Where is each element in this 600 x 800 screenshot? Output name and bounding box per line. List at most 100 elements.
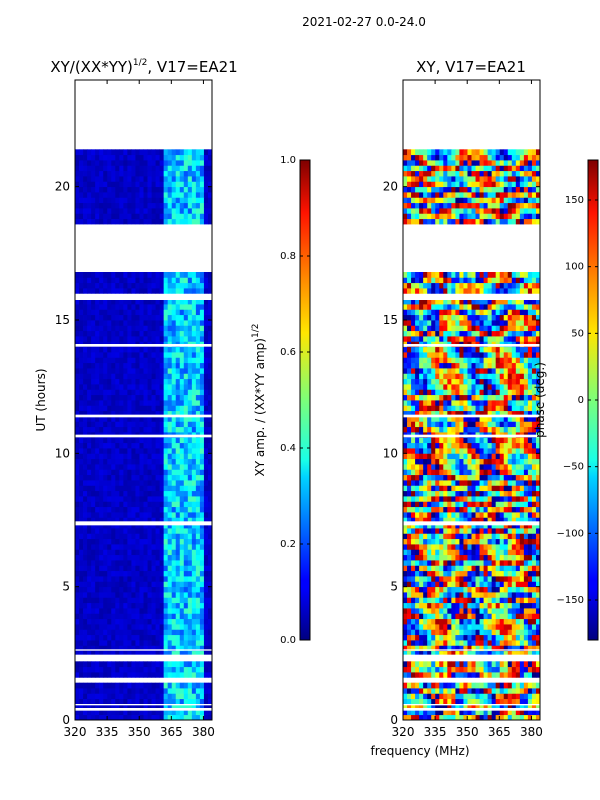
heatmap-cell bbox=[151, 362, 156, 369]
heatmap-cell bbox=[123, 506, 128, 513]
heatmap-cell bbox=[151, 645, 156, 652]
heatmap-cell bbox=[499, 672, 505, 678]
heatmap-cell bbox=[443, 496, 448, 502]
heatmap-cell bbox=[175, 208, 181, 214]
heatmap-cell bbox=[131, 549, 136, 556]
heatmap-cell bbox=[87, 688, 92, 694]
amplitude-colorbar-label: XY amp. / (XX*YY amp)1/2 bbox=[251, 324, 267, 477]
heatmap-cell bbox=[179, 410, 185, 417]
heatmap-cell bbox=[139, 410, 144, 417]
heatmap-cell bbox=[91, 218, 96, 225]
heatmap-cell bbox=[483, 645, 489, 652]
heatmap-cell bbox=[135, 149, 140, 156]
heatmap-cell bbox=[511, 602, 517, 609]
heatmap-cell bbox=[195, 608, 201, 614]
heatmap-cell bbox=[203, 378, 209, 385]
heatmap-cell bbox=[427, 496, 432, 502]
heatmap-cell bbox=[443, 597, 448, 604]
heatmap-cell bbox=[199, 533, 205, 540]
heatmap-cell bbox=[75, 597, 80, 604]
heatmap-cell bbox=[411, 688, 416, 694]
heatmap-cell bbox=[403, 448, 408, 454]
heatmap-cell bbox=[107, 208, 112, 214]
heatmap-cell bbox=[159, 176, 165, 182]
heatmap-cell bbox=[123, 586, 128, 593]
heatmap-cell bbox=[83, 528, 88, 534]
heatmap-cell bbox=[139, 197, 144, 204]
heatmap-cell bbox=[439, 549, 444, 556]
heatmap-cell bbox=[423, 661, 428, 668]
heatmap-cell bbox=[199, 394, 205, 401]
heatmap-cell bbox=[127, 714, 132, 720]
heatmap-cell bbox=[439, 613, 444, 620]
heatmap-cell bbox=[127, 496, 132, 502]
heatmap-cell bbox=[135, 512, 140, 518]
heatmap-cell bbox=[203, 336, 209, 342]
heatmap-cell bbox=[467, 538, 472, 545]
heatmap-cell bbox=[191, 650, 197, 657]
heatmap-cell bbox=[175, 661, 181, 668]
heatmap-cell bbox=[159, 298, 165, 305]
heatmap-cell bbox=[139, 570, 144, 577]
heatmap-cell bbox=[499, 576, 505, 582]
heatmap-cell bbox=[123, 213, 128, 220]
heatmap-cell bbox=[115, 410, 120, 417]
heatmap-cell bbox=[207, 352, 212, 358]
heatmap-cell bbox=[487, 576, 493, 582]
heatmap-cell bbox=[483, 581, 489, 588]
heatmap-cell bbox=[415, 464, 420, 470]
heatmap-cell bbox=[91, 581, 96, 588]
heatmap-cell bbox=[111, 560, 116, 566]
heatmap-cell bbox=[467, 666, 472, 673]
heatmap-cell bbox=[75, 554, 80, 561]
heatmap-cell bbox=[163, 496, 169, 502]
heatmap-cell bbox=[191, 197, 197, 204]
heatmap-cell bbox=[419, 592, 424, 598]
heatmap-cell bbox=[99, 640, 104, 646]
heatmap-cell bbox=[199, 698, 205, 705]
heatmap-cell bbox=[199, 405, 205, 412]
heatmap-cell bbox=[179, 304, 185, 310]
heatmap-cell bbox=[183, 181, 189, 188]
heatmap-cell bbox=[175, 474, 181, 481]
heatmap-cell bbox=[159, 528, 165, 534]
heatmap-cell bbox=[87, 421, 92, 428]
heatmap-cell bbox=[463, 624, 468, 630]
heatmap-cell bbox=[147, 330, 152, 337]
heatmap-cell bbox=[83, 282, 88, 289]
heatmap-cell bbox=[91, 597, 96, 604]
heatmap-cell bbox=[455, 634, 460, 641]
heatmap-cell bbox=[487, 640, 493, 646]
heatmap-cell bbox=[199, 186, 205, 193]
heatmap-cell bbox=[111, 197, 116, 204]
heatmap-cell bbox=[151, 202, 156, 209]
heatmap-cell bbox=[143, 709, 148, 716]
heatmap-cell bbox=[435, 485, 440, 492]
heatmap-cell bbox=[127, 506, 132, 513]
heatmap-cell bbox=[455, 533, 460, 540]
heatmap-cell bbox=[439, 512, 444, 518]
heatmap-cell bbox=[103, 186, 108, 193]
heatmap-cell bbox=[491, 661, 497, 668]
heatmap-cell bbox=[455, 464, 460, 470]
heatmap-cell bbox=[143, 560, 148, 566]
heatmap-cell bbox=[159, 314, 165, 321]
heatmap-cell bbox=[199, 570, 205, 577]
heatmap-cell bbox=[487, 480, 493, 486]
heatmap-cell bbox=[147, 352, 152, 358]
heatmap-cell bbox=[459, 714, 464, 720]
heatmap-cell bbox=[183, 346, 189, 353]
heatmap-cell bbox=[515, 458, 521, 465]
heatmap-cell bbox=[151, 325, 156, 332]
heatmap-cell bbox=[195, 186, 201, 193]
heatmap-cell bbox=[431, 442, 436, 449]
heatmap-cell bbox=[99, 560, 104, 566]
heatmap-cell bbox=[187, 373, 193, 380]
heatmap-cell bbox=[167, 634, 173, 641]
heatmap-cell bbox=[455, 650, 460, 657]
heatmap-cell bbox=[147, 181, 152, 188]
heatmap-cell bbox=[91, 618, 96, 625]
heatmap-cell bbox=[503, 522, 509, 529]
heatmap-cell bbox=[475, 538, 480, 545]
heatmap-cell bbox=[487, 522, 493, 529]
